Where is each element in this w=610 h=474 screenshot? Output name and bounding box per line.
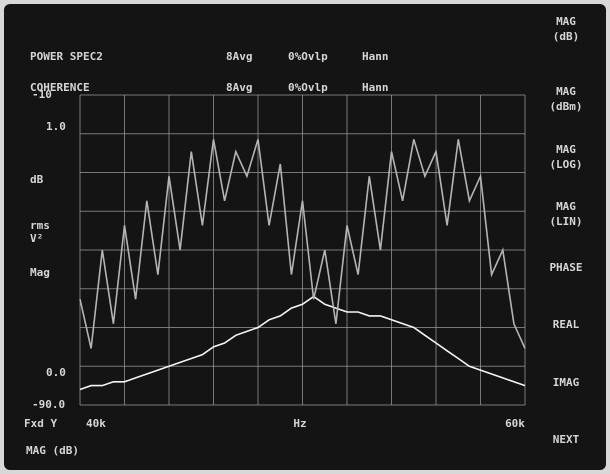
softkey-label[interactable]: (LOG) bbox=[549, 158, 582, 171]
mag-label: Mag bbox=[30, 266, 50, 279]
format-label: MAG (dB) bbox=[26, 444, 79, 457]
unit-label: dB bbox=[30, 173, 44, 186]
softkey-label[interactable]: MAG bbox=[556, 200, 576, 213]
softkeys: MAG (dB) MAG (dBm) MAG (LOG) MAG (LIN) PHASE REAL… bbox=[549, 15, 582, 446]
trace-a-window: Hann bbox=[362, 50, 389, 63]
rms-label: rms bbox=[30, 219, 50, 232]
x-tick-label: 60k bbox=[505, 417, 525, 430]
trace bbox=[79, 295, 526, 391]
y-tick-label: -90.0 bbox=[32, 398, 65, 411]
softkey-label[interactable]: PHASE bbox=[549, 261, 582, 274]
graticule bbox=[79, 94, 526, 406]
softkey-label[interactable]: MAG bbox=[556, 15, 576, 28]
y2-tick-label: 0.0 bbox=[46, 366, 66, 379]
y-tick-label: -10 bbox=[32, 88, 52, 101]
trace-b-name: COHERENCE bbox=[30, 81, 90, 94]
x-axis-label: Hz bbox=[293, 417, 306, 430]
rms-label: V² bbox=[30, 232, 43, 245]
screen-background bbox=[4, 4, 606, 470]
trace-b-window: Hann bbox=[362, 81, 389, 94]
trace-a-name: POWER SPEC2 bbox=[30, 50, 103, 63]
softkey-label[interactable]: (LIN) bbox=[549, 215, 582, 228]
trace-b-avg: 8Avg bbox=[226, 81, 253, 94]
trace bbox=[79, 139, 526, 349]
softkey-label[interactable]: (dBm) bbox=[549, 100, 582, 113]
trace-b-overlap: 0%Ovlp bbox=[288, 81, 328, 94]
y2-tick-label: 1.0 bbox=[46, 120, 66, 133]
softkey-label[interactable]: NEXT bbox=[553, 433, 580, 446]
x-mode-label: Fxd Y bbox=[24, 417, 57, 430]
softkey-label[interactable]: (dB) bbox=[553, 30, 580, 43]
trace-a-avg: 8Avg bbox=[226, 50, 253, 63]
softkey-label[interactable]: MAG bbox=[556, 143, 576, 156]
softkey-label[interactable]: MAG bbox=[556, 85, 576, 98]
trace-a-overlap: 0%Ovlp bbox=[288, 50, 328, 63]
softkey-label[interactable]: IMAG bbox=[553, 376, 580, 389]
softkey-label[interactable]: REAL bbox=[553, 318, 580, 331]
x-tick-label: 40k bbox=[86, 417, 106, 430]
